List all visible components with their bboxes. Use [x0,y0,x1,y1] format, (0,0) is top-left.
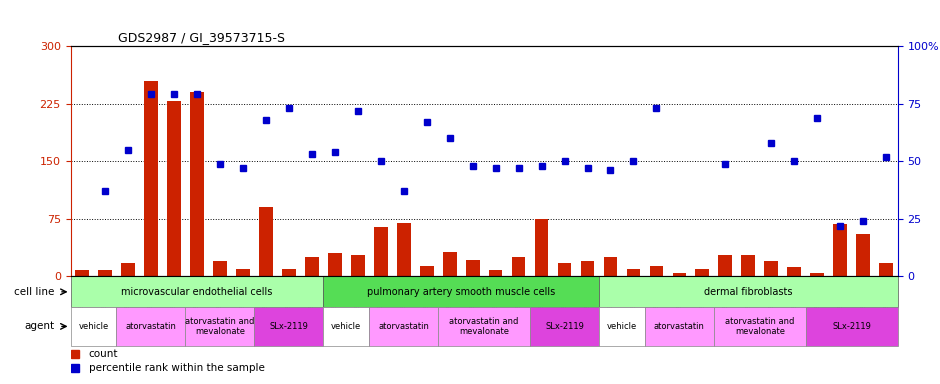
Bar [810,273,824,276]
Bar [75,270,89,276]
Bar [351,255,365,276]
Bar [438,307,530,346]
Bar [599,276,898,307]
Text: cell line: cell line [14,287,55,297]
Bar [696,269,710,276]
Text: percentile rank within the sample: percentile rank within the sample [88,363,264,373]
Bar [764,261,778,276]
Text: agent: agent [24,321,55,331]
Bar [650,266,664,276]
Bar [603,257,618,276]
Bar [672,273,686,276]
Bar [645,307,713,346]
Text: atorvastatin and
mevalonate: atorvastatin and mevalonate [725,317,794,336]
Text: atorvastatin and
mevalonate: atorvastatin and mevalonate [185,317,255,336]
Text: SLx-2119: SLx-2119 [270,322,308,331]
Bar [70,276,323,307]
Bar [185,307,255,346]
Bar [420,266,433,276]
Bar [323,307,369,346]
Bar [258,207,273,276]
Bar [98,270,112,276]
Text: dermal fibroblasts: dermal fibroblasts [704,287,792,297]
Bar [167,101,180,276]
Bar [599,307,645,346]
Text: vehicle: vehicle [78,322,109,331]
Bar [627,269,640,276]
Bar [742,255,755,276]
Text: count: count [88,349,118,359]
Bar [465,260,479,276]
Text: vehicle: vehicle [607,322,637,331]
Text: atorvastatin: atorvastatin [378,322,430,331]
Bar [236,269,250,276]
Bar [856,234,870,276]
Bar [117,307,185,346]
Text: atorvastatin: atorvastatin [125,322,177,331]
Text: pulmonary artery smooth muscle cells: pulmonary artery smooth muscle cells [367,287,556,297]
Bar [718,255,732,276]
Bar [535,219,548,276]
Text: SLx-2119: SLx-2119 [545,322,584,331]
Bar [879,263,893,276]
Text: atorvastatin: atorvastatin [654,322,705,331]
Bar [282,269,296,276]
Bar [144,81,158,276]
Bar [489,270,503,276]
Bar [511,257,525,276]
Bar [190,92,204,276]
Bar [834,224,847,276]
Bar [788,267,801,276]
Bar [323,276,599,307]
Bar [443,252,457,276]
Bar [397,223,411,276]
Text: vehicle: vehicle [331,322,361,331]
Text: atorvastatin and
mevalonate: atorvastatin and mevalonate [449,317,519,336]
Bar [121,263,134,276]
Bar [557,263,572,276]
Bar [305,257,319,276]
Bar [70,307,117,346]
Text: GDS2987 / GI_39573715-S: GDS2987 / GI_39573715-S [118,31,285,44]
Bar [713,307,806,346]
Bar [369,307,438,346]
Bar [374,227,387,276]
Bar [213,261,227,276]
Bar [328,253,341,276]
Text: microvascular endothelial cells: microvascular endothelial cells [121,287,273,297]
Bar [581,261,594,276]
Bar [255,307,323,346]
Bar [806,307,898,346]
Bar [530,307,599,346]
Text: SLx-2119: SLx-2119 [832,322,871,331]
